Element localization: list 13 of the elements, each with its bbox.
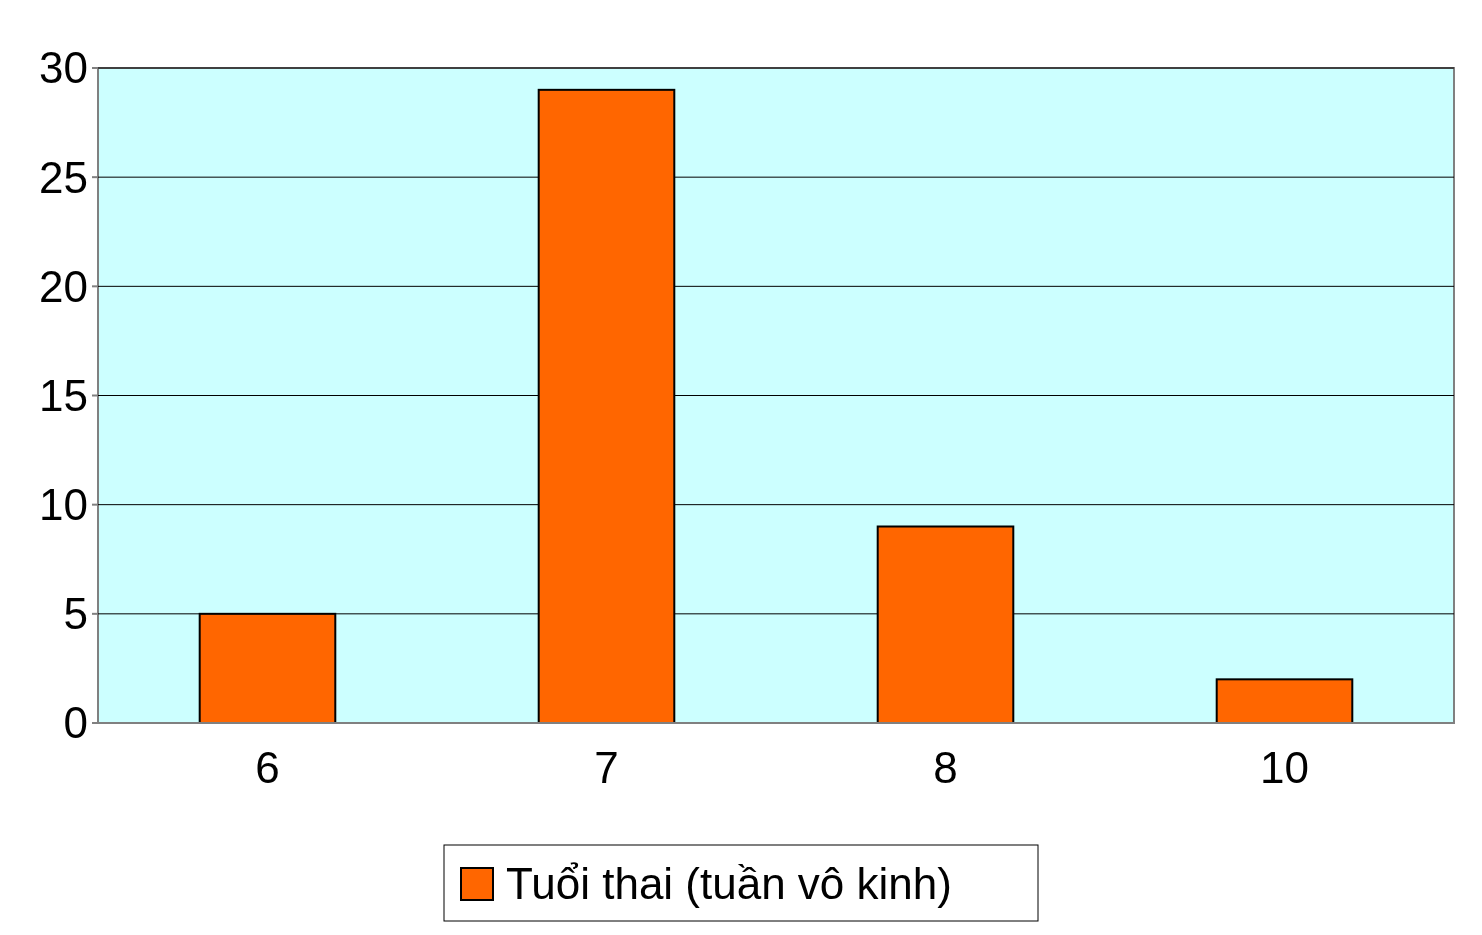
x-tick-label: 6 xyxy=(255,743,280,792)
x-tick-label: 7 xyxy=(594,743,619,792)
y-tick-label: 5 xyxy=(63,589,88,639)
x-tick-label: 10 xyxy=(1260,743,1309,792)
y-tick-label: 10 xyxy=(39,480,88,530)
legend-label: Tuổi thai (tuần vô kinh) xyxy=(506,859,952,909)
x-tick-label: 8 xyxy=(933,743,958,792)
y-tick-label: 20 xyxy=(39,261,88,311)
bar xyxy=(1215,678,1354,724)
y-tick-label: 25 xyxy=(39,152,88,202)
y-tick-label: 30 xyxy=(39,43,88,93)
y-tick-label: 0 xyxy=(63,698,88,748)
y-tick-label: 15 xyxy=(39,370,88,420)
